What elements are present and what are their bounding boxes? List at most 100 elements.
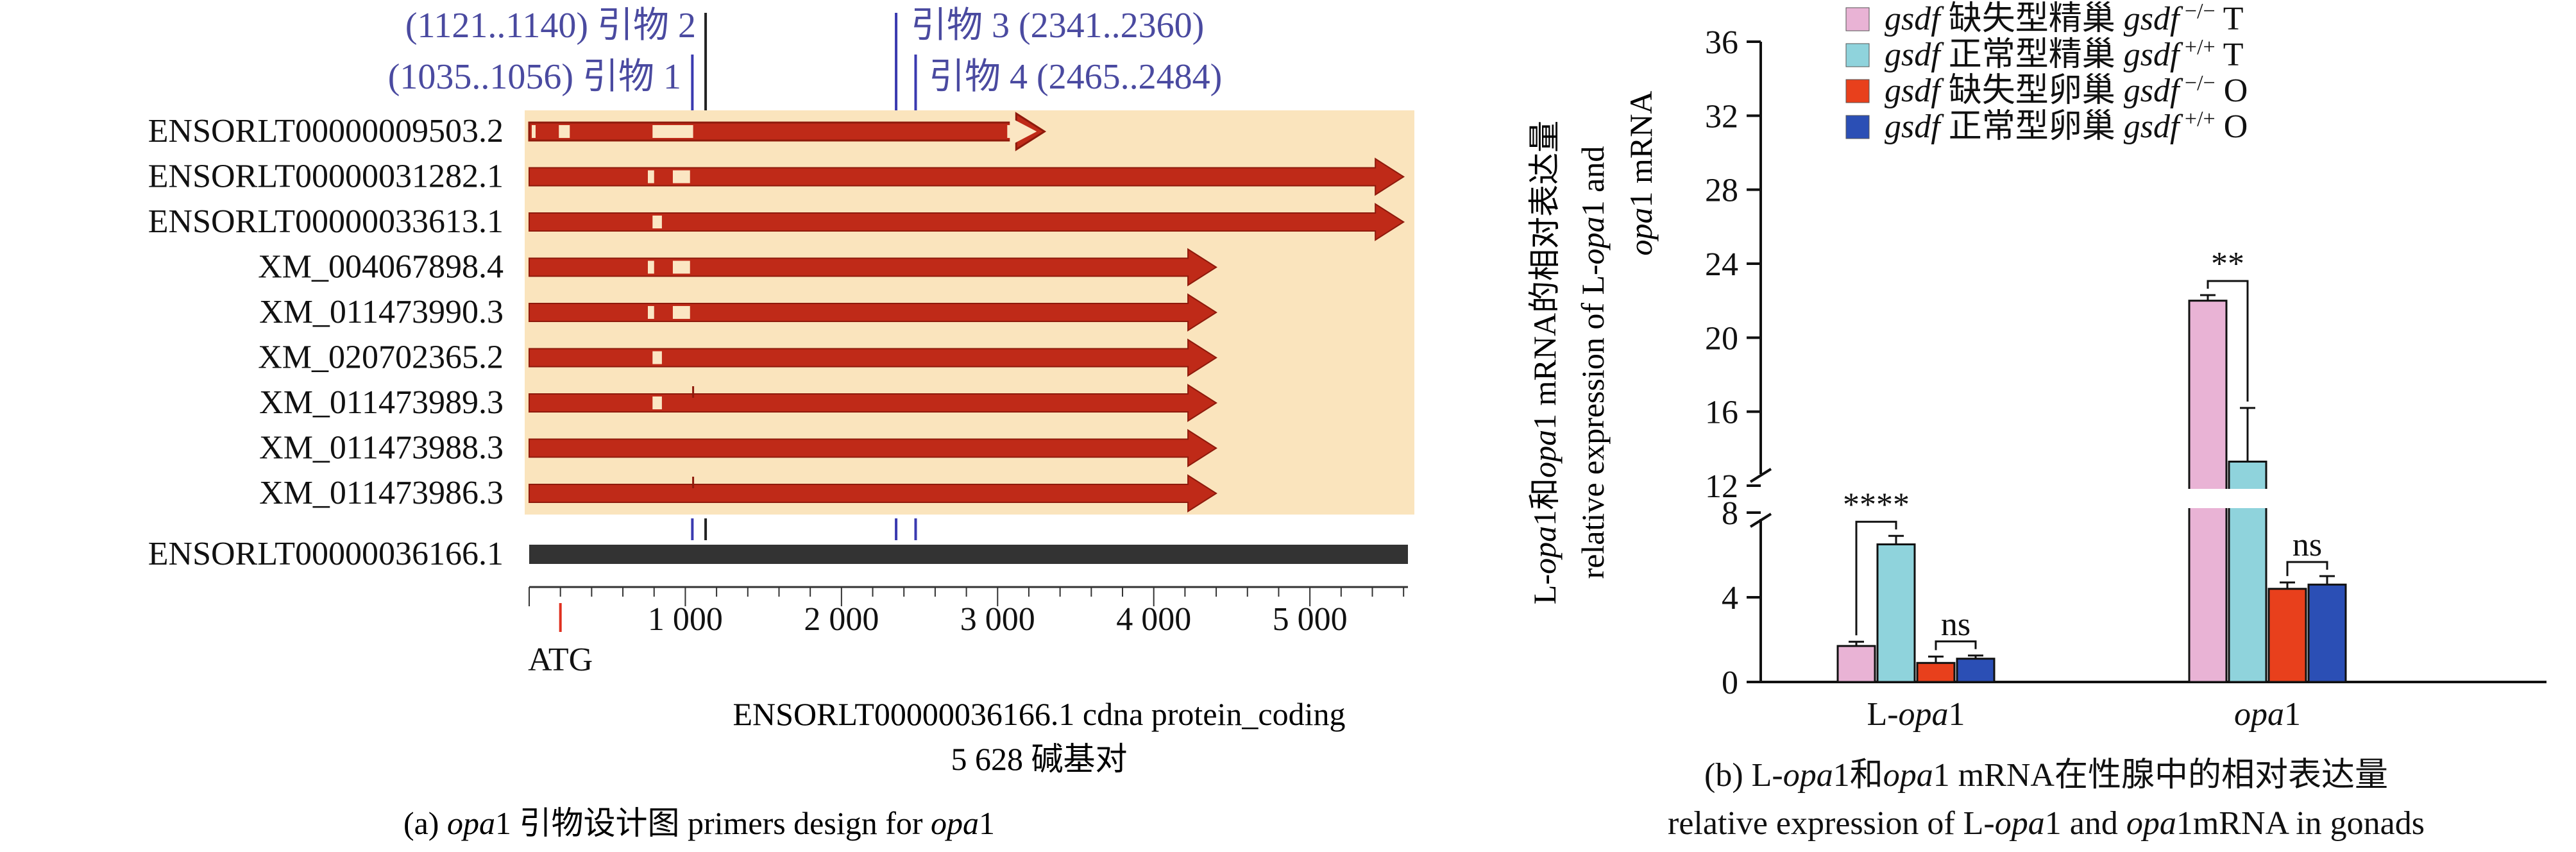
- significance-label: ns: [2292, 527, 2322, 563]
- text-part: 1: [2284, 696, 2301, 733]
- text-part: opa: [1575, 216, 1611, 264]
- bar: [1836, 645, 1876, 683]
- legend-swatch: [1845, 7, 1870, 31]
- y-tick-label: 32: [1705, 98, 1738, 135]
- primer-annotations: (1121..1140) 引物 2 (1035..1056) 引物 1 引物 3 (…: [388, 6, 1222, 540]
- legend-swatch: [1845, 79, 1870, 103]
- primer-label: 引物 4 (2465..2484): [929, 57, 1222, 97]
- caption-a-prefix: (a): [403, 805, 447, 841]
- exon-block: [652, 396, 662, 409]
- exon-block: [648, 260, 654, 274]
- significance-bracket: [2207, 280, 2249, 402]
- text-part: L-: [1867, 696, 1898, 733]
- category-label: opa1: [2234, 696, 2301, 733]
- exon-block: [672, 306, 690, 319]
- axis-break-mark: [1749, 468, 1772, 483]
- transcript-id: XM_020702365.2: [258, 339, 504, 376]
- primer-label: 引物 3 (2341..2360): [911, 6, 1204, 46]
- axis-tick-label: 4 000: [1116, 601, 1191, 638]
- exon-block: [648, 170, 654, 183]
- legend-superscript: +/+: [2179, 35, 2215, 59]
- category-labels: L-opa1 opa1: [1867, 696, 2301, 733]
- transcript-arrow: [529, 384, 1217, 422]
- text-part: 1 mRNA: [1623, 91, 1659, 208]
- text-part: 1 mRNA的相对表达量: [1527, 121, 1563, 430]
- bar: [2267, 588, 2307, 683]
- text-part: 1: [1949, 696, 1965, 733]
- reference-description: ENSORLT00000036166.1 cdna protein_coding: [733, 696, 1345, 732]
- exon-block: [652, 351, 662, 364]
- text-part: opa: [1783, 757, 1833, 794]
- legend-gene: gsdf: [1885, 72, 1944, 109]
- legend-gene: gsdf: [1885, 108, 1944, 145]
- legend-tissue: T: [2216, 1, 2244, 37]
- transcript-arrow: [529, 203, 1405, 241]
- transcript-id: XM_011473986.3: [259, 475, 504, 511]
- caption-a-end: 1: [979, 805, 995, 841]
- text-part: opa: [1899, 696, 1949, 733]
- axis-tick-label: 5 000: [1273, 601, 1348, 638]
- significance-markers: **** ns ** ns: [1843, 246, 2328, 651]
- y-tick-label: 4: [1722, 580, 1738, 617]
- legend-superscript: +/+: [2179, 107, 2215, 131]
- category-label: L-opa1: [1867, 696, 1965, 733]
- text-part: 1和: [1527, 478, 1563, 526]
- y-tick-label: 20: [1705, 320, 1738, 357]
- legend-superscript: −/−: [2179, 0, 2215, 23]
- transcript-tracks: ENSORLT00000009503.2 ENSORLT00000031282.1…: [148, 112, 1405, 513]
- chart-bars: [1836, 294, 2347, 683]
- y-tick-label: 0: [1722, 665, 1738, 701]
- y-tick-label: 12: [1705, 468, 1738, 505]
- exon-block: [672, 260, 690, 274]
- legend-entry: gsdf 缺失型精巢 gsdf −/− T: [1885, 0, 2244, 37]
- legend-genotype: gsdf: [2124, 108, 2183, 145]
- text-part: opa: [2126, 805, 2176, 842]
- exon-block: [559, 125, 570, 138]
- primer-label: (1121..1140) 引物 2: [405, 6, 696, 46]
- y-tick-label: 16: [1705, 395, 1738, 431]
- bar: [1956, 658, 1996, 683]
- legend-gene: gsdf: [1885, 1, 1944, 37]
- y-axis-label-cn: L-opa1和opa1 mRNA的相对表达量: [1527, 121, 1563, 604]
- bar: [1916, 661, 1956, 683]
- text-part: opa: [1527, 526, 1563, 574]
- y-tick-label: 8: [1722, 495, 1738, 532]
- transcript-id: ENSORLT00000009503.2: [148, 113, 504, 149]
- exon-block: [648, 306, 654, 319]
- panel-a-caption: (a) opa1 引物设计图 primers design for opa1: [403, 805, 995, 841]
- y-axis-label-en-2: opa1 mRNA: [1623, 91, 1659, 256]
- bar-break-gap: [2187, 489, 2269, 508]
- legend-genotype: gsdf: [2124, 37, 2183, 73]
- transcript-id: XM_011473990.3: [259, 294, 504, 330]
- text-part: L-: [1527, 574, 1563, 604]
- text-part: opa: [1883, 757, 1933, 794]
- legend-group: 缺失型卵巢: [1940, 72, 2124, 109]
- position-axis: 1 000 2 000 3 000 4 000 5 000 ATG: [528, 586, 1408, 678]
- significance-bracket: [2286, 561, 2328, 576]
- transcript-id: XM_011473988.3: [259, 430, 504, 466]
- text-part: relative expression of L-: [1575, 264, 1611, 579]
- legend-tissue: O: [2216, 72, 2248, 109]
- text-part: 1 and: [1575, 146, 1611, 217]
- primer-label: (1035..1056) 引物 1: [388, 57, 681, 97]
- legend-swatch: [1845, 115, 1870, 139]
- axis-tick-label: 2 000: [804, 601, 879, 638]
- text-part: opa: [2234, 696, 2284, 733]
- legend-group: 正常型卵巢: [1940, 108, 2124, 145]
- caption-a-italic2: opa: [931, 805, 979, 841]
- exon-block: [652, 216, 662, 228]
- transcript-arrow: [529, 293, 1217, 332]
- bar: [1876, 543, 1916, 683]
- panel-a-primer-design: (1121..1140) 引物 2 (1035..1056) 引物 1 引物 3 (…: [148, 6, 1414, 841]
- axis-break-mark: [1749, 513, 1772, 528]
- text-part: 1mRNA in gonads: [2176, 805, 2425, 842]
- legend-genotype: gsdf: [2124, 1, 2183, 37]
- caption-b-line2: relative expression of L-opa1 and opa1mR…: [1668, 805, 2425, 842]
- y-tick-label: 36: [1705, 24, 1738, 61]
- legend-entry: gsdf 正常型精巢 gsdf +/+ T: [1885, 35, 2244, 74]
- transcript-arrow-core: [536, 125, 1008, 138]
- transcript-id: XM_011473989.3: [259, 384, 504, 421]
- exon-block: [652, 125, 693, 138]
- significance-bracket: [1855, 520, 1897, 636]
